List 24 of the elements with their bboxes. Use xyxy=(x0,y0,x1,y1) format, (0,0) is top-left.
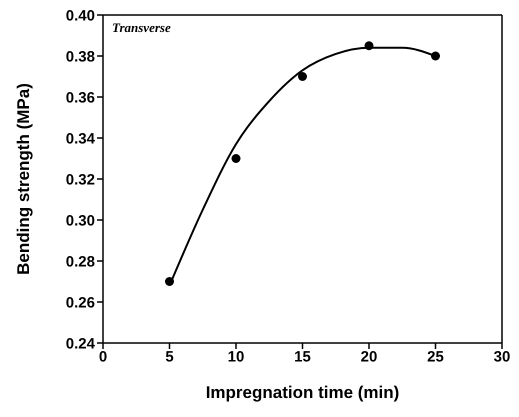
y-tick-label: 0.38 xyxy=(66,48,95,66)
x-tick-label: 20 xyxy=(360,348,378,366)
x-tick-label: 15 xyxy=(294,348,311,366)
y-tick-label: 0.40 xyxy=(66,7,95,24)
point xyxy=(232,154,240,163)
point xyxy=(364,41,374,50)
point xyxy=(431,52,440,60)
y-tick-label: 0.28 xyxy=(66,253,95,270)
x-tick-label: 30 xyxy=(494,348,510,366)
point xyxy=(298,72,307,81)
x-tick-label: 25 xyxy=(427,348,444,366)
y-tick-label: 0.36 xyxy=(66,89,95,106)
y-tick-label: 0.26 xyxy=(66,294,95,312)
x-tick-label: 10 xyxy=(228,348,244,366)
annotation: Transverse xyxy=(112,20,171,36)
y-tick-label: 0.34 xyxy=(66,130,96,148)
x-axis-title: Impregnation time (min) xyxy=(206,383,400,402)
y-tick-label: 0.32 xyxy=(66,171,95,188)
y-axis-title: Bending strength (MPa) xyxy=(14,83,34,275)
y-tick-label: 0.24 xyxy=(66,335,96,352)
x-tick-label: 5 xyxy=(165,348,174,366)
x-tick-label: 0 xyxy=(98,348,108,366)
point xyxy=(165,277,174,286)
y-tick-label: 0.30 xyxy=(66,212,95,230)
